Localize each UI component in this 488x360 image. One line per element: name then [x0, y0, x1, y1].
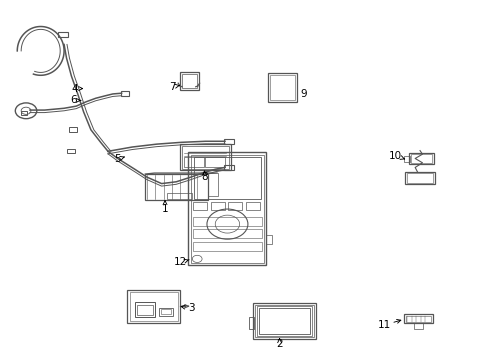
Bar — [410, 154, 431, 163]
Bar — [193, 229, 261, 238]
Text: 4: 4 — [71, 84, 78, 94]
Bar — [137, 305, 153, 315]
Bar — [121, 91, 129, 96]
Bar — [180, 144, 231, 170]
Bar — [405, 172, 434, 184]
Bar — [413, 323, 422, 329]
Bar — [224, 165, 233, 170]
Bar — [266, 235, 272, 244]
Bar — [228, 202, 242, 210]
Bar — [210, 202, 224, 210]
Bar — [267, 73, 297, 102]
Bar — [58, 32, 68, 37]
Bar — [191, 154, 263, 263]
Bar — [182, 145, 229, 168]
Bar — [130, 292, 177, 321]
Bar — [135, 302, 155, 317]
Bar — [194, 157, 260, 199]
Text: 6: 6 — [70, 95, 77, 105]
Bar — [193, 217, 261, 226]
Bar — [67, 149, 75, 153]
Bar — [404, 156, 409, 162]
Bar — [205, 157, 224, 167]
Bar — [180, 72, 198, 90]
Text: 8: 8 — [201, 172, 207, 182]
Text: 5: 5 — [114, 154, 121, 164]
Bar — [269, 75, 295, 100]
Bar — [127, 291, 180, 323]
Bar — [255, 305, 313, 337]
Text: 11: 11 — [378, 320, 391, 330]
Bar — [188, 152, 266, 265]
Text: 10: 10 — [388, 150, 402, 161]
Bar — [144, 174, 207, 200]
Bar — [160, 309, 171, 315]
Bar — [193, 202, 206, 210]
Text: 1: 1 — [162, 204, 168, 215]
Text: 2: 2 — [276, 339, 283, 349]
Bar — [69, 127, 77, 132]
Bar — [182, 74, 196, 88]
Bar — [253, 303, 315, 338]
Bar — [405, 316, 430, 322]
Bar — [159, 308, 172, 316]
Bar — [183, 157, 203, 167]
Bar — [21, 111, 27, 115]
Bar — [193, 242, 261, 251]
Bar — [406, 173, 432, 183]
Bar — [207, 173, 217, 196]
Bar — [408, 153, 433, 164]
Bar — [249, 318, 254, 329]
Text: 7: 7 — [169, 82, 175, 92]
Bar — [167, 193, 191, 199]
Text: 9: 9 — [300, 89, 306, 99]
Bar — [224, 139, 233, 144]
Bar — [404, 315, 432, 323]
Bar — [259, 308, 310, 334]
Bar — [245, 202, 259, 210]
Text: 3: 3 — [188, 303, 195, 314]
Text: 12: 12 — [173, 257, 186, 267]
Bar — [257, 306, 311, 336]
